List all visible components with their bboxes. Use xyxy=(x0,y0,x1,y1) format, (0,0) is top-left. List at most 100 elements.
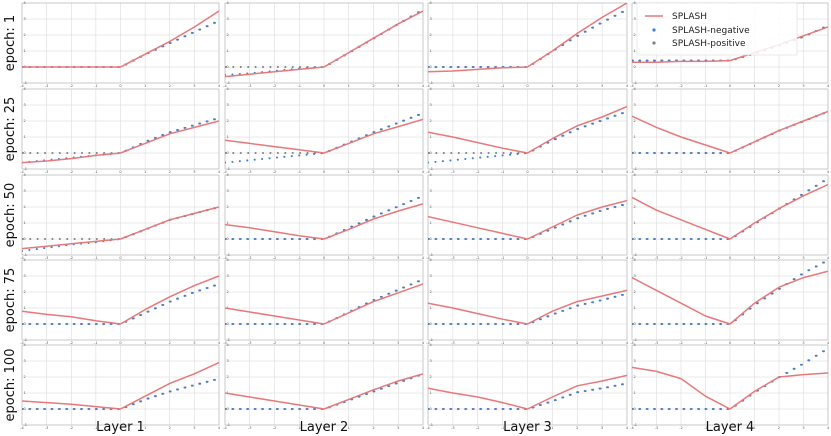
x-tick-label: -2 xyxy=(679,170,683,174)
panel-4-5: -4 -3 -2 -1 0 1 2 3 4 -1 0 1 2 3 4 xyxy=(630,343,830,430)
y-tick-label: 4 xyxy=(430,343,433,347)
panel-frame xyxy=(224,344,424,426)
x-tick-label: 1 xyxy=(551,426,553,430)
x-tick-label: -1 xyxy=(704,426,708,430)
series-splash-negative-point xyxy=(50,407,53,411)
y-tick-label: 0 xyxy=(430,151,432,155)
x-tick-label: -1 xyxy=(704,170,708,174)
series-splash-negative-point xyxy=(417,280,420,283)
series-splash-negative-point xyxy=(246,407,249,411)
x-tick-label: -4 xyxy=(20,341,24,345)
y-tick-label: 4 xyxy=(227,1,230,5)
x-tick-label: 0 xyxy=(526,170,528,174)
panel-frame xyxy=(427,88,628,170)
series-splash-negative-point xyxy=(568,307,571,310)
x-tick-label: 4 xyxy=(218,341,221,345)
x-tick-label: 1 xyxy=(144,341,146,345)
x-tick-label: -2 xyxy=(679,426,683,430)
x-tick-label: 4 xyxy=(626,426,629,430)
column-label-layer: Layer 2 xyxy=(300,420,349,435)
series-splash-negative-point xyxy=(822,180,825,183)
series-splash-negative-point xyxy=(516,322,519,326)
panel-frame xyxy=(631,344,829,426)
x-tick-label: -4 xyxy=(426,256,430,260)
series-splash-negative-point xyxy=(606,207,609,210)
series-splash-negative-point xyxy=(290,237,293,241)
x-tick-label: -4 xyxy=(20,426,24,430)
series-splash-negative-point xyxy=(225,237,227,241)
series-splash-negative-point xyxy=(486,155,489,158)
series-splash-negative-point xyxy=(35,248,38,251)
series-splash-negative-point xyxy=(598,209,601,213)
x-tick-label: 2 xyxy=(169,170,171,174)
y-tick-label: 0 xyxy=(634,65,636,69)
series-splash-positive xyxy=(22,284,217,326)
y-tick-label: 4 xyxy=(430,1,433,5)
y-tick-label: 4 xyxy=(227,87,230,91)
y-tick-label: -1 xyxy=(24,423,28,427)
series-splash-negative-point xyxy=(553,399,556,402)
series-splash-negative-point xyxy=(225,322,227,326)
series-splash-negative-point xyxy=(591,122,594,125)
y-tick-label: 1 xyxy=(430,306,432,310)
series-splash-positive-point xyxy=(450,151,453,155)
series-splash-negative-point xyxy=(553,138,556,141)
series-splash-positive-point xyxy=(261,65,265,69)
series-splash-negative-point xyxy=(675,322,678,326)
panel-frame xyxy=(427,174,628,256)
x-tick-label: 0 xyxy=(729,84,731,88)
row-labels: epoch: 1 epoch: 25 epoch: 50 epoch: 75 epoch… xyxy=(3,15,18,422)
y-tick-label: 0 xyxy=(634,407,636,411)
y-tick-label: 2 xyxy=(430,290,432,294)
y-tick-label: 1 xyxy=(24,391,26,395)
y-tick-label: 0 xyxy=(227,65,229,69)
series-splash-negative-point xyxy=(785,371,788,374)
x-tick-label: 3 xyxy=(802,170,804,174)
x-tick-label: -1 xyxy=(298,84,302,88)
y-tick-label: 1 xyxy=(634,49,636,53)
series-splash-negative-point xyxy=(449,322,452,326)
y-tick-label: 4 xyxy=(430,87,433,91)
series-splash-line xyxy=(632,110,828,154)
y-tick-label: 0 xyxy=(634,151,636,155)
series-splash-negative-point xyxy=(620,293,624,296)
series-splash-negative-point xyxy=(494,155,497,158)
x-tick-label: -3 xyxy=(248,426,252,430)
y-tick-label: 4 xyxy=(430,258,433,262)
series-splash-negative-point xyxy=(146,139,149,142)
x-tick-label: 0 xyxy=(119,170,121,174)
y-tick-label: 2 xyxy=(227,375,229,379)
y-tick-label: 0 xyxy=(227,237,229,241)
series-splash-negative-point xyxy=(598,299,601,302)
series-splash-negative-point xyxy=(553,312,556,315)
y-tick-label: 1 xyxy=(430,135,432,139)
series-splash-negative-point xyxy=(546,315,549,318)
y-tick-label: -1 xyxy=(430,423,434,427)
series-splash-positive-point xyxy=(51,237,54,241)
y-tick-label: 4 xyxy=(227,173,230,177)
panel-series xyxy=(22,361,219,411)
series-splash-positive-point xyxy=(495,151,498,155)
y-tick-label: 0 xyxy=(227,407,229,411)
legend-label-splash: SPLASH xyxy=(672,12,707,22)
series-splash-positive-point xyxy=(276,151,279,155)
series-splash-positive-point xyxy=(284,151,287,155)
y-tick-label: 1 xyxy=(430,49,432,53)
series-splash-negative-point xyxy=(675,407,678,411)
y-tick-label: 0 xyxy=(430,322,432,326)
series-splash-positive-point xyxy=(73,237,76,241)
series-splash-negative-point xyxy=(456,65,459,69)
y-tick-label: 3 xyxy=(24,274,26,278)
x-tick-label: 1 xyxy=(144,84,146,88)
column-label-layer: Layer 3 xyxy=(503,420,552,435)
series-splash-negative-point xyxy=(697,407,700,411)
x-tick-label: 4 xyxy=(626,256,629,260)
series-splash-negative-point xyxy=(22,249,24,253)
x-tick-label: 4 xyxy=(626,341,629,345)
y-tick-label: 3 xyxy=(634,359,636,363)
panel-series xyxy=(22,10,219,69)
series-splash-negative-point xyxy=(22,407,24,411)
series-splash-positive-point xyxy=(66,151,69,155)
series-splash-positive-point xyxy=(254,65,257,69)
